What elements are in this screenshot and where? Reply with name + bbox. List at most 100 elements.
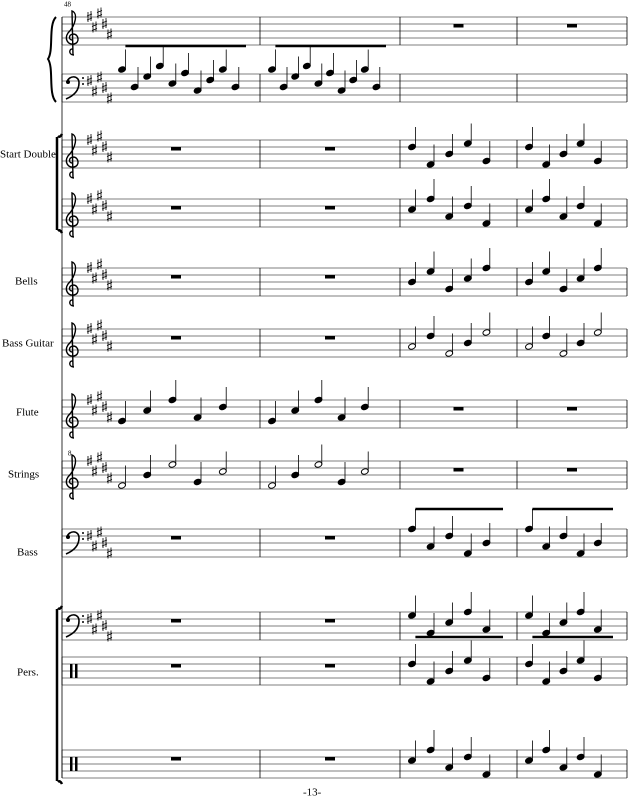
notehead [525, 525, 533, 533]
notehead [576, 753, 585, 761]
notehead [218, 66, 227, 73]
notehead [426, 161, 435, 168]
notehead [525, 206, 533, 213]
notehead [408, 660, 416, 668]
bass-clef-dot [82, 621, 84, 623]
notehead [559, 667, 568, 675]
whole-rest [171, 536, 181, 540]
whole-rest [171, 664, 181, 668]
sharp [86, 455, 93, 466]
sharp [106, 547, 113, 559]
notehead [463, 275, 472, 282]
sharp [101, 200, 108, 211]
sharp [86, 134, 93, 145]
sharp [96, 7, 103, 19]
bass-clef-dot [82, 532, 84, 534]
notehead [593, 674, 602, 682]
whole-rest [171, 619, 181, 623]
notehead [445, 667, 454, 675]
sharp [86, 613, 93, 624]
piano-brace [46, 16, 57, 103]
notehead [130, 83, 139, 91]
notehead [463, 657, 472, 664]
notehead [118, 66, 126, 73]
sharp [101, 462, 108, 473]
notehead [559, 619, 568, 626]
octave-mark: 8 [68, 450, 72, 458]
notehead [279, 83, 288, 91]
sharp [96, 451, 103, 463]
notehead [463, 339, 472, 347]
sharp [86, 11, 93, 22]
notehead [593, 539, 602, 547]
page-number: -13- [303, 787, 322, 798]
notehead [463, 753, 472, 761]
perc-clef [70, 757, 73, 771]
notehead [542, 678, 551, 685]
sharp [96, 390, 103, 402]
sharp [101, 620, 108, 631]
group-bracket [55, 605, 64, 785]
sharp [86, 262, 93, 273]
notehead [576, 140, 585, 147]
notehead [593, 771, 602, 778]
sharp [86, 530, 93, 541]
bass-clef [65, 531, 80, 555]
notehead [445, 150, 454, 158]
notehead [268, 482, 276, 489]
treble-clef [65, 192, 79, 238]
bass-clef-dot [66, 618, 70, 622]
sharp [101, 82, 108, 93]
notehead [482, 329, 491, 336]
notehead [337, 478, 346, 486]
notehead [291, 471, 300, 479]
sharp [86, 394, 93, 405]
treble-clef [65, 393, 79, 439]
perc-clef [70, 664, 73, 678]
notehead [426, 195, 435, 203]
notehead [482, 157, 491, 165]
whole-rest [325, 757, 335, 761]
sharp [96, 319, 103, 331]
notehead [463, 140, 472, 147]
treble-clef [65, 322, 79, 368]
whole-rest [567, 24, 577, 28]
whole-rest [325, 275, 335, 279]
whole-rest [325, 336, 335, 340]
sharp [106, 28, 113, 40]
bass-clef-dot [82, 615, 84, 617]
sharp [96, 189, 103, 201]
notehead [408, 612, 416, 619]
notehead [542, 268, 551, 275]
notehead [445, 532, 454, 540]
notehead [559, 532, 568, 540]
whole-rest [171, 757, 181, 761]
notehead [559, 764, 568, 771]
notehead [302, 62, 311, 70]
notehead [559, 150, 568, 158]
bass-clef-dot [66, 535, 70, 539]
notehead [408, 757, 416, 764]
notehead [559, 350, 568, 357]
notehead [445, 285, 454, 293]
notehead [231, 83, 240, 91]
sharp [96, 526, 103, 538]
notehead [426, 332, 435, 340]
notehead [593, 264, 602, 272]
treble-clef [65, 133, 79, 179]
notehead [426, 678, 435, 685]
sharp [86, 193, 93, 204]
notehead [408, 206, 416, 213]
whole-rest [567, 468, 577, 472]
notehead [426, 746, 435, 754]
sharp [91, 85, 98, 97]
instrument-name: Strings [8, 469, 39, 481]
notehead [463, 550, 472, 557]
notehead [525, 278, 533, 286]
sharp [106, 151, 113, 163]
sharp [106, 472, 113, 484]
sharp [106, 630, 113, 642]
notehead [314, 396, 323, 404]
notehead [576, 275, 585, 282]
